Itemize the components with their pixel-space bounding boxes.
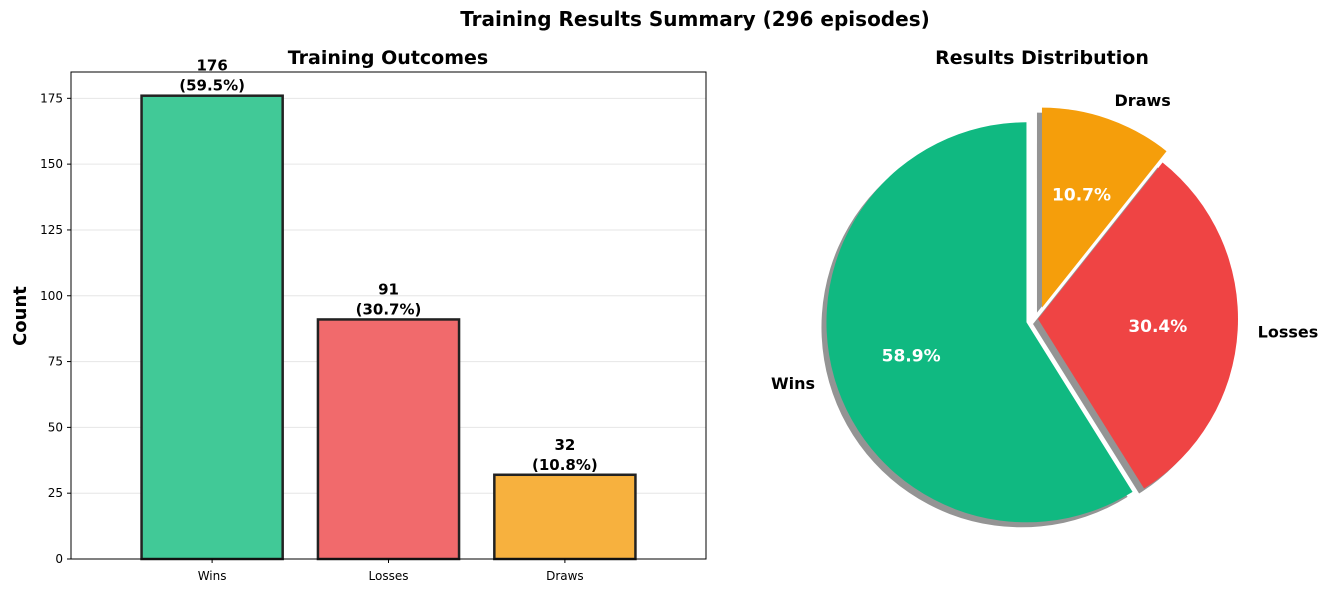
pie-category-label: Wins <box>771 374 815 393</box>
bar-value-label: 176 (59.5%) <box>179 57 245 95</box>
bar-marks: 176 (59.5%) 91 (30.7%) 32 (10.8%) <box>140 57 637 561</box>
y-tick-label: 50 <box>48 420 63 434</box>
bar-losses <box>316 318 461 561</box>
figure-title: Training Results Summary (296 episodes) <box>460 7 930 31</box>
x-tick-label: Losses <box>369 569 409 583</box>
y-tick-label: 150 <box>40 157 63 171</box>
bar-value-label: 32 (10.8%) <box>532 436 598 474</box>
y-tick-label: 100 <box>40 289 63 303</box>
pie-pct-label: 30.4% <box>1128 317 1187 337</box>
y-tick-label: 25 <box>48 486 63 500</box>
bar-ticks: 0 25 50 75 100 125 150 175 Wins Losses Draws <box>40 91 584 583</box>
pie-chart-title: Results Distribution <box>935 47 1149 69</box>
x-tick-label: Draws <box>546 569 584 583</box>
x-tick-label: Wins <box>198 569 227 583</box>
pie-slice-losses <box>1038 162 1238 489</box>
pie-labels: 58.9% Wins 30.4% Losses 10.7% Draws <box>771 91 1318 393</box>
bar-draws <box>493 473 637 561</box>
pie-category-label: Losses <box>1258 322 1319 341</box>
bar-plot-frame <box>70 71 707 560</box>
pie-pct-label: 58.9% <box>882 346 941 366</box>
pie-marks <box>826 107 1238 523</box>
bar-chart: Training Outcomes Count 176 (59.5%) 91 (30.… <box>10 47 707 583</box>
y-tick-label: 175 <box>40 91 63 105</box>
y-axis-label: Count <box>10 286 31 346</box>
bar-value-label: 91 (30.7%) <box>356 280 422 318</box>
pie-slice-wins <box>826 122 1133 523</box>
bar-chart-title: Training Outcomes <box>288 47 488 69</box>
y-tick-label: 0 <box>55 552 63 566</box>
y-tick-label: 125 <box>40 223 63 237</box>
y-tick-label: 75 <box>48 355 63 369</box>
pie-category-label: Draws <box>1115 91 1171 110</box>
bar-wins <box>140 94 284 561</box>
pie-pct-label: 10.7% <box>1052 185 1111 205</box>
pie-chart: Results Distribution 58.9% Wins 30.4% Losse… <box>771 47 1318 528</box>
pie-slice-draws <box>1041 107 1167 308</box>
